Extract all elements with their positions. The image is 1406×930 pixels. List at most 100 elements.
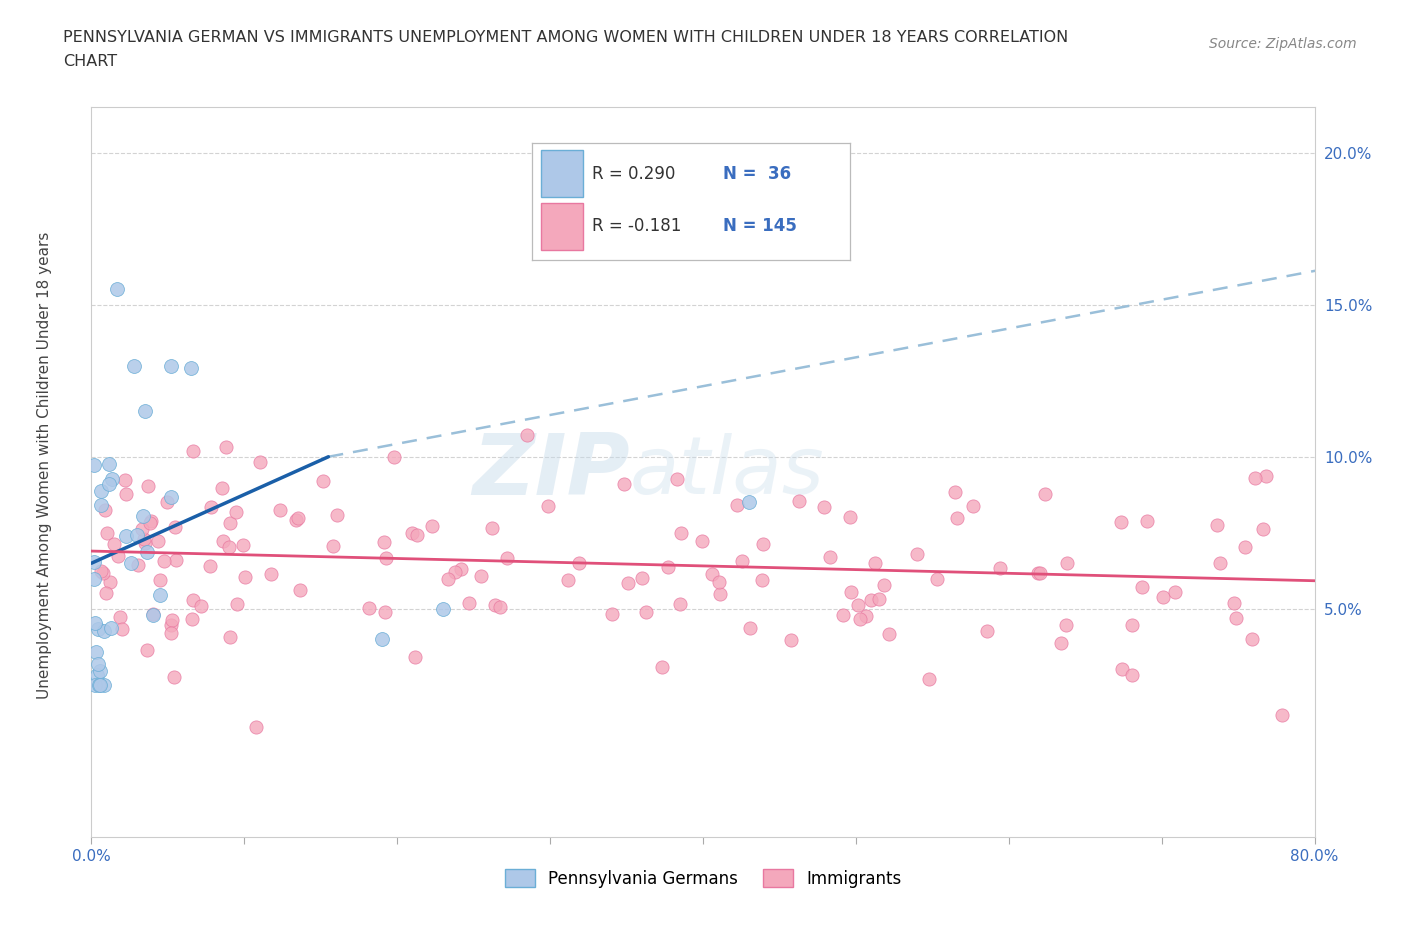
- Point: [219, 630, 242, 644]
- Point: [707, 575, 730, 590]
- Point: [93, 565, 115, 580]
- Point: [1121, 618, 1143, 632]
- Point: [90, 498, 112, 512]
- Text: Source: ZipAtlas.com: Source: ZipAtlas.com: [1209, 37, 1357, 51]
- Point: [1271, 708, 1294, 723]
- Point: [752, 537, 775, 551]
- Point: [780, 632, 803, 647]
- Point: [651, 659, 673, 674]
- Point: [159, 625, 181, 640]
- Point: [139, 516, 162, 531]
- Point: [374, 604, 396, 619]
- Point: [89, 664, 111, 679]
- Point: [568, 555, 591, 570]
- Point: [1251, 522, 1274, 537]
- Point: [617, 576, 640, 591]
- Point: [401, 525, 423, 540]
- Point: [162, 613, 184, 628]
- Point: [285, 512, 308, 527]
- Point: [160, 489, 183, 504]
- Point: [83, 615, 105, 630]
- Point: [165, 552, 187, 567]
- Point: [925, 572, 948, 587]
- Point: [832, 608, 855, 623]
- Text: ZIP: ZIP: [472, 431, 630, 513]
- Point: [1164, 585, 1187, 600]
- Point: [787, 494, 810, 509]
- Point: [481, 521, 503, 536]
- Point: [93, 677, 115, 692]
- Point: [917, 671, 939, 686]
- Point: [83, 571, 105, 586]
- Point: [100, 620, 122, 635]
- Point: [359, 601, 381, 616]
- Point: [181, 592, 204, 607]
- Point: [404, 650, 426, 665]
- Point: [1225, 611, 1247, 626]
- Point: [160, 358, 183, 373]
- Point: [1209, 555, 1232, 570]
- Legend: Pennsylvania Germans, Immigrants: Pennsylvania Germans, Immigrants: [498, 862, 908, 895]
- Point: [83, 458, 105, 472]
- Point: [219, 516, 242, 531]
- Point: [516, 428, 538, 443]
- Point: [225, 596, 247, 611]
- Point: [120, 555, 142, 570]
- Point: [751, 573, 773, 588]
- Point: [269, 502, 291, 517]
- Point: [132, 531, 155, 546]
- Point: [122, 358, 145, 373]
- Point: [1033, 486, 1056, 501]
- Point: [631, 570, 654, 585]
- Point: [740, 620, 762, 635]
- Point: [181, 612, 204, 627]
- Point: [312, 473, 335, 488]
- Point: [1223, 595, 1246, 610]
- Point: [103, 537, 125, 551]
- Point: [863, 555, 886, 570]
- Point: [98, 575, 121, 590]
- Point: [873, 578, 896, 592]
- Point: [432, 602, 454, 617]
- Point: [200, 499, 222, 514]
- Point: [1109, 514, 1132, 529]
- Point: [136, 643, 159, 658]
- Point: [90, 484, 112, 498]
- Point: [211, 480, 233, 495]
- Point: [636, 604, 658, 619]
- Point: [141, 607, 163, 622]
- Point: [962, 498, 984, 513]
- Point: [98, 477, 121, 492]
- Point: [557, 573, 579, 588]
- Point: [879, 627, 901, 642]
- Point: [115, 529, 138, 544]
- Point: [105, 282, 128, 297]
- Point: [1136, 514, 1159, 529]
- Point: [730, 553, 752, 568]
- Point: [1206, 517, 1229, 532]
- Point: [382, 450, 405, 465]
- Point: [245, 720, 267, 735]
- Point: [232, 538, 254, 552]
- Point: [437, 571, 460, 586]
- Point: [190, 599, 212, 614]
- Point: [114, 473, 136, 488]
- Point: [1029, 565, 1052, 580]
- Point: [322, 538, 344, 553]
- Point: [946, 511, 969, 525]
- Point: [101, 472, 124, 486]
- Point: [600, 607, 623, 622]
- Text: CHART: CHART: [63, 54, 117, 69]
- Point: [1026, 565, 1049, 580]
- Point: [868, 591, 890, 606]
- Point: [94, 585, 117, 600]
- Point: [1254, 469, 1277, 484]
- Point: [537, 498, 560, 513]
- Point: [181, 444, 204, 458]
- Point: [326, 508, 349, 523]
- Point: [180, 360, 202, 375]
- Point: [159, 618, 181, 632]
- Point: [458, 596, 481, 611]
- Point: [148, 534, 170, 549]
- Point: [1050, 635, 1073, 650]
